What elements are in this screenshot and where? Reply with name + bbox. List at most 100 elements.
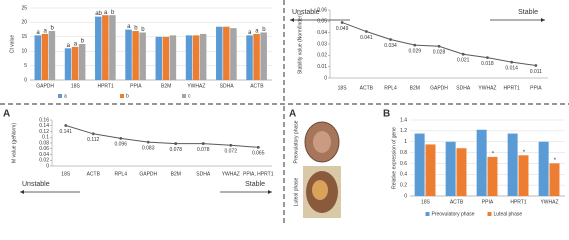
marker	[174, 142, 178, 145]
bar-annotation: b	[262, 27, 266, 33]
arrow-head	[541, 18, 545, 22]
bar	[260, 32, 267, 80]
x-tick-label: 18S	[338, 85, 348, 91]
bar-annotation: a	[248, 30, 252, 36]
y-tick-label: 20	[21, 20, 27, 26]
y-tick-label: 0	[324, 75, 327, 81]
x-tick-label: HPRT1	[97, 83, 114, 89]
bar	[34, 35, 42, 80]
bar	[162, 36, 170, 80]
x-tick-label: PPIA	[530, 85, 542, 91]
x-tick-label: B2M	[410, 85, 420, 91]
bar-annotation: b	[134, 26, 138, 32]
value-label: 0.078	[169, 147, 182, 153]
marker	[534, 64, 538, 67]
y-tick-label: 0.6	[400, 161, 407, 167]
value-label: 0.041	[360, 35, 373, 41]
x-tick-label: 18S	[61, 171, 71, 177]
marker	[201, 142, 205, 145]
y-tick-label: 0.04	[39, 152, 49, 158]
y-tick-label: 0.14	[39, 123, 49, 129]
x-tick-label: 18S	[421, 199, 431, 205]
value-label: 0.021	[457, 58, 470, 64]
x-tick-label: HPRT1	[510, 199, 527, 205]
bar	[125, 29, 132, 81]
x-tick-label: RPL4	[114, 171, 127, 177]
bar	[223, 26, 230, 80]
bar-annotation: *	[523, 150, 526, 156]
panel-label: A	[289, 109, 296, 120]
bar	[185, 35, 193, 80]
marker	[146, 140, 150, 144]
x-tick-label: PPIA, HPRT1	[243, 171, 274, 177]
page: A Preovulatory phase Luteal phase Ct val…	[0, 0, 569, 223]
value-label: 0.083	[142, 145, 155, 151]
y-tick-label: 25	[21, 5, 27, 11]
x-tick-label: ACTB	[250, 83, 264, 89]
bar-annotation: a	[43, 28, 47, 34]
y-tick-label: 0.06	[39, 146, 49, 152]
x-tick-label: HPRT1	[504, 85, 521, 91]
annotation: Unstable	[292, 9, 320, 16]
bar-annotation: *	[492, 151, 495, 157]
marker	[437, 44, 441, 48]
bar	[95, 16, 102, 80]
bar-annotation: b	[81, 39, 85, 45]
marker	[389, 38, 392, 41]
y-tick-label: 0.02	[317, 53, 327, 59]
x-tick-label: B2M	[171, 171, 181, 177]
y-tick-label: 0.08	[39, 140, 49, 146]
annotation: Stable	[245, 181, 265, 188]
y-axis-title: Ct value	[9, 35, 15, 54]
bar	[445, 141, 456, 196]
bar	[64, 48, 72, 80]
x-tick-label: 18S	[71, 83, 81, 89]
legend-swatch	[182, 94, 186, 98]
bar-annotation: a	[104, 10, 108, 16]
bar-annotation: a	[36, 30, 40, 36]
x-tick-label: ACTB	[360, 85, 374, 91]
annotation: Stable	[518, 9, 538, 16]
x-tick-label: ACTB	[87, 171, 101, 177]
bar	[102, 15, 109, 81]
panel-label: B	[383, 109, 390, 120]
x-tick-label: GAPDH	[36, 83, 54, 89]
y-tick-label: 0.02	[39, 158, 49, 164]
marker	[510, 60, 514, 64]
photo	[313, 131, 331, 153]
value-label: 0.034	[384, 43, 397, 49]
legend-swatch	[425, 212, 430, 216]
x-tick-label: ACTB	[450, 199, 464, 205]
bar	[507, 133, 518, 196]
marker	[229, 143, 233, 147]
bar	[476, 129, 487, 196]
legend-swatch	[120, 94, 124, 98]
bar	[230, 28, 237, 80]
line	[65, 124, 259, 148]
bar	[538, 141, 549, 196]
marker	[461, 52, 465, 56]
bar	[192, 35, 200, 80]
bar	[109, 15, 116, 81]
y-tick-label: 0.1	[42, 135, 49, 141]
marker	[486, 56, 489, 59]
marker	[91, 132, 95, 136]
y-tick-label: 1	[404, 139, 407, 145]
y-axis-title: M value (geNorm)	[11, 123, 17, 163]
legend-label: Luteal phase	[494, 211, 523, 217]
y-tick-label: 10	[21, 49, 27, 55]
value-label: 0.072	[224, 149, 237, 155]
legend-label: c	[188, 93, 191, 99]
bar-annotation: a	[67, 43, 71, 49]
value-label: 0.141	[59, 129, 72, 135]
bar	[414, 133, 425, 196]
x-tick-label: YWHAZ	[540, 199, 558, 205]
bar	[132, 31, 139, 80]
legend-label: Preovulatory phase	[432, 211, 475, 217]
y-tick-label: 0.16	[39, 117, 49, 123]
value-label: 0.011	[530, 69, 542, 75]
y-axis-title: Relative expression of gene	[391, 127, 397, 189]
value-label: 0.014	[505, 65, 518, 71]
arrow-head	[268, 190, 272, 194]
bar-annotation: b	[51, 26, 55, 32]
